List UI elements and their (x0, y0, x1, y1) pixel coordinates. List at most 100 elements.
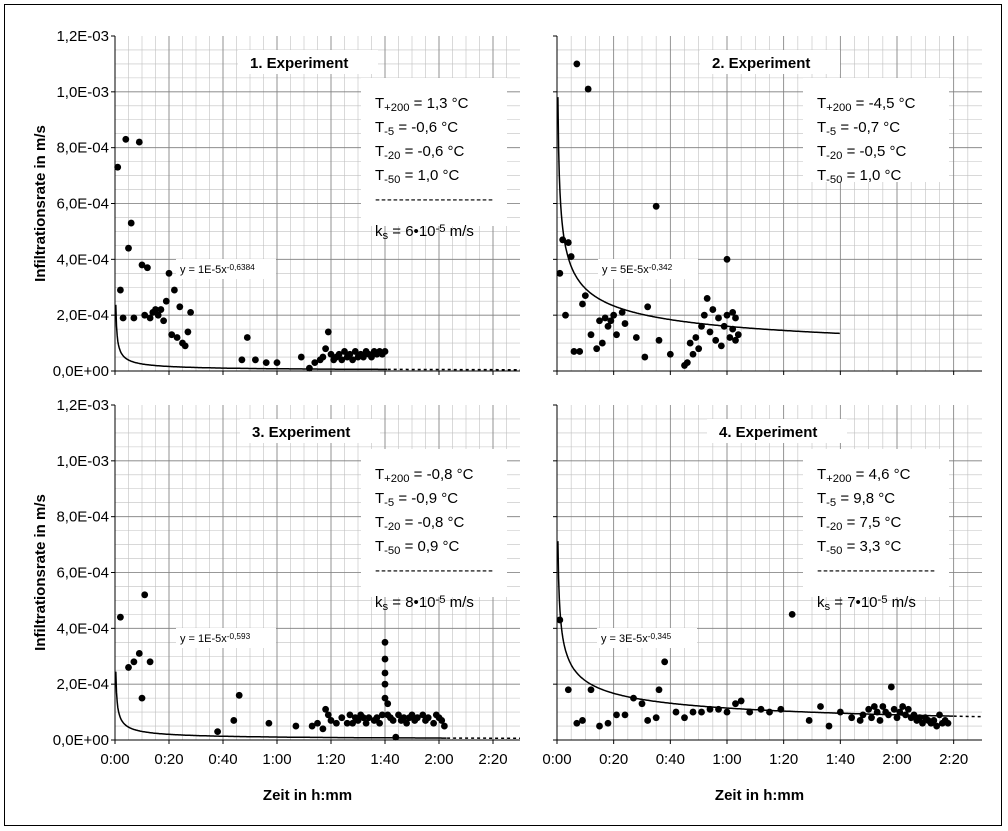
panel-2: 2. Experiment (553, 35, 982, 375)
data-point (723, 708, 731, 716)
data-point (666, 350, 674, 358)
temperature-reading-part: -20 (384, 521, 400, 533)
info-box (361, 78, 507, 226)
trend-equation: y = 1E-5x-0,593 (180, 632, 251, 645)
temperature-reading-part: -5 (826, 497, 836, 509)
data-point (910, 711, 918, 719)
y-tick-label: 8,0E-04 (56, 509, 109, 526)
data-point (314, 719, 321, 727)
y-tick-label: 8,0E-04 (56, 140, 109, 157)
data-point (576, 348, 584, 355)
ks-value-part: -5 (436, 223, 446, 235)
y-tick-label: 1,0E-03 (56, 84, 109, 101)
data-point (936, 711, 943, 719)
info-separator: -------------------- (817, 562, 935, 579)
data-point (604, 719, 612, 727)
data-point (672, 708, 680, 716)
trend-equation: y = 1E-5x-0,6384 (180, 263, 255, 276)
x-tick-label: 0:20 (599, 751, 628, 768)
data-point (737, 697, 745, 705)
data-point (919, 719, 926, 727)
x-tick-label: 0:20 (154, 751, 183, 768)
x-tick-label: 0:40 (656, 751, 685, 768)
data-point (311, 359, 319, 367)
data-point (836, 708, 844, 716)
data-point (692, 334, 700, 341)
data-point (141, 591, 149, 599)
temperature-reading-part: -20 (826, 521, 842, 533)
figure-frame (4, 4, 1002, 826)
y-tick-label: 2,0E-04 (56, 676, 109, 693)
data-point (349, 356, 356, 364)
temperature-reading-part: T (375, 514, 384, 531)
data-point (596, 722, 603, 730)
info-box (361, 449, 507, 597)
data-point (601, 314, 609, 322)
ks-value: ks = 6•10-5 m/s (375, 223, 474, 242)
data-point (122, 135, 130, 143)
panel-3: 0,0E+00 2,0E-04 4,0E-04 6,0E-04 8,0E-04 1,0E-… (32, 397, 521, 804)
panel-title: 4. Experiment (719, 424, 817, 441)
temperature-reading-part: -5 (384, 497, 394, 509)
data-point (262, 359, 270, 367)
data-point (160, 317, 168, 325)
data-point (338, 356, 346, 364)
ks-value-part: k (817, 594, 825, 611)
temperature-reading-part: = 7,5 °C (842, 514, 901, 531)
data-point (584, 85, 592, 93)
data-point (324, 328, 332, 336)
data-point (135, 650, 143, 657)
data-point (726, 334, 734, 341)
data-point (319, 725, 327, 733)
equation-backdrop (597, 628, 697, 648)
temperature-reading-part: +200 (826, 102, 851, 114)
temperature-reading: T-20 = -0,8 °C (375, 514, 465, 533)
data-point (581, 292, 589, 300)
data-point (322, 345, 329, 353)
data-point (146, 658, 154, 666)
data-point (238, 356, 246, 364)
data-point (621, 711, 629, 719)
data-point (564, 239, 572, 246)
data-point (715, 705, 722, 713)
data-point (887, 683, 895, 691)
y-tick-label: 0,0E+00 (53, 732, 109, 749)
ks-value-part: s (825, 601, 831, 613)
data-point (655, 336, 663, 344)
temperature-reading-part: = -0,5 °C (842, 143, 906, 160)
temperature-reading: T+200 = 1,3 °C (375, 95, 469, 114)
data-point (720, 322, 728, 330)
temperature-reading-part: T (375, 538, 384, 555)
temperature-reading-part: = 4,6 °C (852, 466, 911, 483)
temperature-reading: T-50 = 1,0 °C (817, 167, 902, 186)
data-point (362, 719, 370, 727)
temperature-reading-part: +200 (826, 473, 851, 485)
temperature-reading-part: -50 (826, 174, 842, 186)
data-point (732, 314, 739, 322)
data-point (564, 686, 572, 694)
trend-equation: y = 5E-5x-0,342 (602, 263, 673, 276)
data-point (876, 717, 884, 724)
data-point (130, 658, 138, 666)
panel-title: 2. Experiment (712, 55, 810, 72)
data-point (556, 269, 564, 277)
temperature-reading-part: T (375, 466, 384, 483)
temperature-reading-part: T (817, 95, 826, 112)
data-point (706, 705, 714, 713)
data-point (607, 317, 615, 325)
data-point (689, 350, 697, 358)
temperature-reading-part: = 0,9 °C (400, 538, 459, 555)
ks-value-part: m/s (888, 594, 916, 611)
info-separator: -------------------- (375, 191, 493, 208)
temperature-reading-part: T (375, 95, 384, 112)
data-point (273, 359, 281, 367)
data-point (230, 717, 238, 724)
data-point (381, 669, 389, 677)
y-axis-label: Infiltrationsrate in m/s (32, 125, 49, 282)
data-point (885, 711, 892, 719)
equation-backdrop (598, 259, 698, 279)
data-point (408, 711, 416, 719)
data-point (119, 314, 127, 322)
data-point (117, 286, 124, 294)
temperature-reading-part: T (817, 514, 826, 531)
